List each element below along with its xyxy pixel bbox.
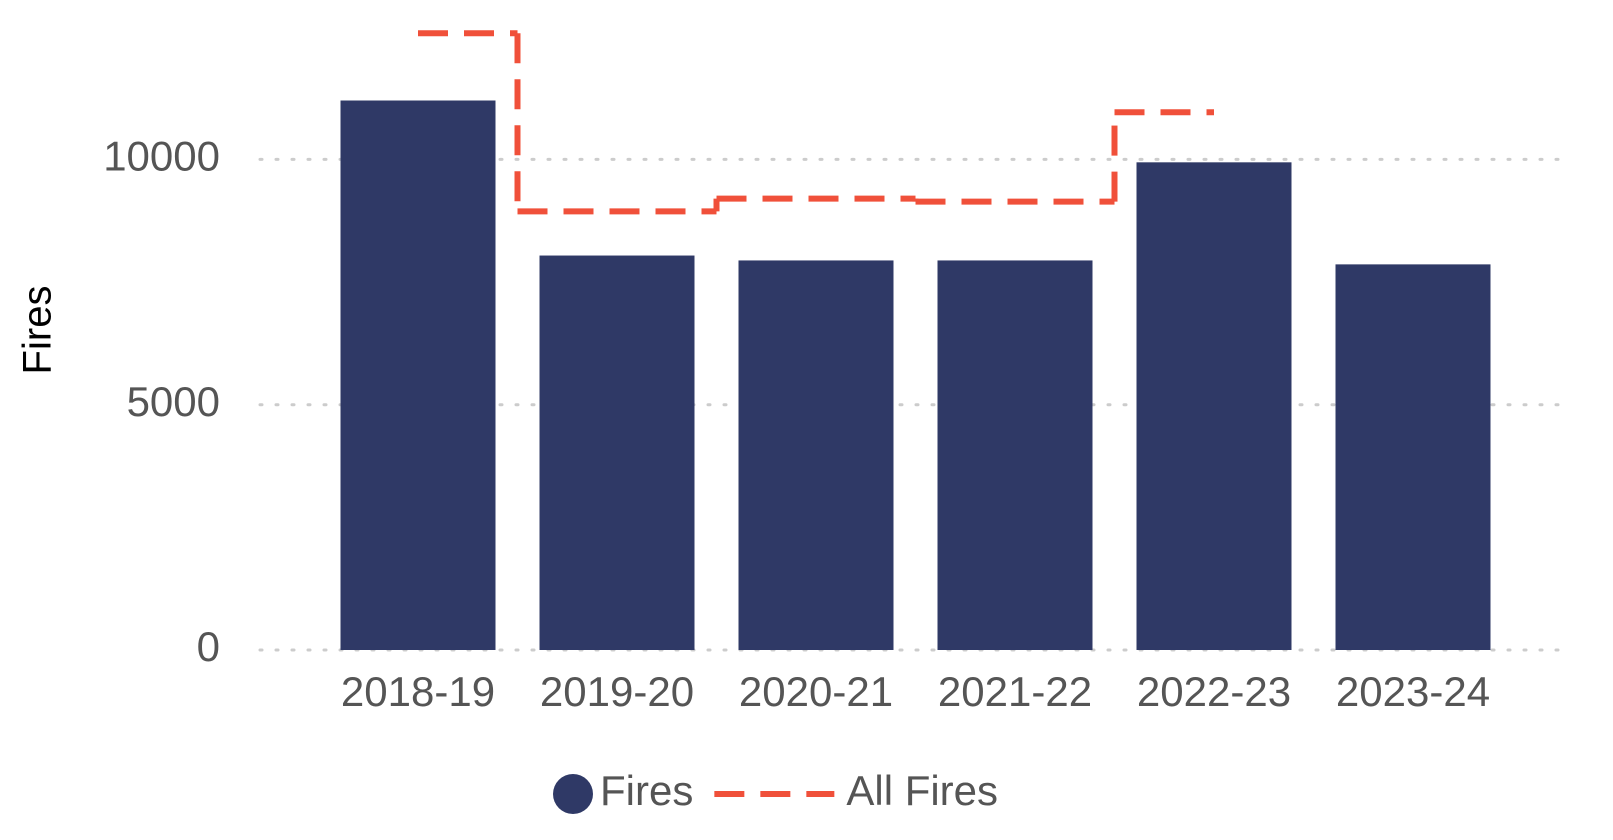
legend-label: All Fires — [846, 767, 998, 814]
bar — [539, 255, 695, 650]
y-tick-label: 5000 — [127, 378, 220, 425]
bar — [937, 260, 1093, 650]
x-tick-label: 2021-22 — [938, 668, 1092, 715]
x-tick-label: 2020-21 — [739, 668, 893, 715]
bar — [1136, 162, 1292, 650]
legend-label: Fires — [600, 767, 693, 814]
x-tick-label: 2018-19 — [341, 668, 495, 715]
bar — [1335, 264, 1491, 650]
y-axis-label: Fires — [16, 286, 60, 375]
bar — [738, 260, 894, 650]
x-tick-label: 2019-20 — [540, 668, 694, 715]
x-tick-label: 2023-24 — [1336, 668, 1490, 715]
x-tick-label: 2022-23 — [1137, 668, 1291, 715]
bar — [340, 100, 496, 650]
legend-swatch — [553, 774, 593, 814]
y-tick-label: 0 — [197, 623, 220, 670]
y-tick-label: 10000 — [103, 132, 220, 179]
